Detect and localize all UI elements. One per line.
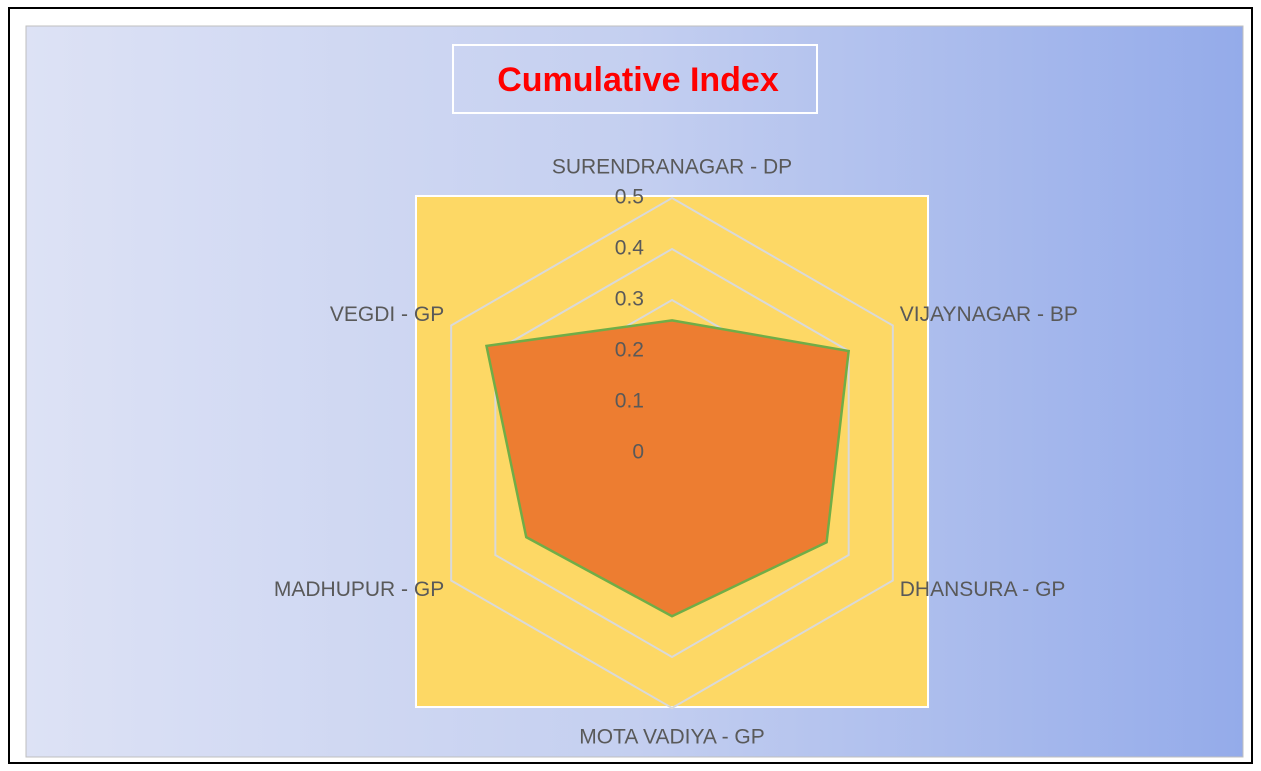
title-box bbox=[452, 44, 818, 114]
category-label: VEGDI - GP bbox=[330, 303, 444, 326]
axis-tick-label: 0.3 bbox=[615, 288, 644, 311]
category-label: MOTA VADIYA - GP bbox=[579, 726, 765, 749]
radar-area bbox=[485, 319, 851, 618]
axis-tick-label: 0.5 bbox=[615, 186, 644, 209]
category-label: VIJAYNAGAR - BP bbox=[900, 303, 1078, 326]
axis-tick-label: 0.4 bbox=[615, 237, 645, 260]
category-label: MADHUPUR - GP bbox=[274, 578, 444, 601]
axis-tick-label: 0 bbox=[632, 441, 644, 464]
category-label: DHANSURA - GP bbox=[900, 578, 1066, 601]
category-label: SURENDRANAGAR - DP bbox=[552, 156, 792, 179]
grid-line bbox=[450, 196, 894, 710]
axis-tick-label: 0.2 bbox=[615, 339, 644, 362]
axis-tick-label: 0.1 bbox=[615, 390, 644, 413]
chart-title: Cumulative Index bbox=[497, 61, 779, 99]
